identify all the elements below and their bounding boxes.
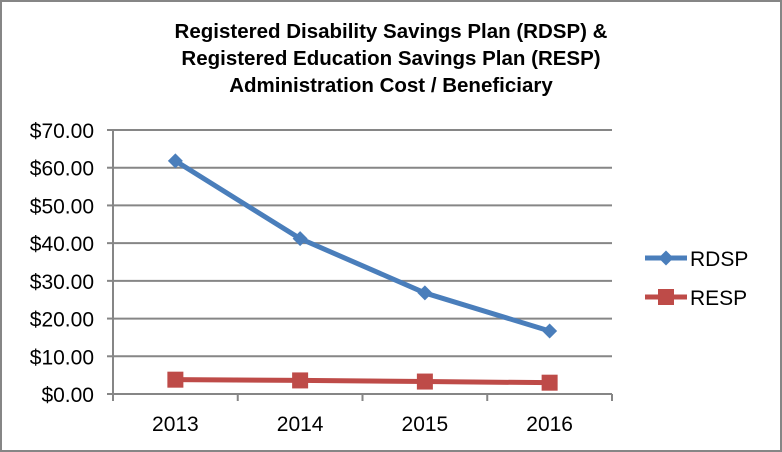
y-tick-label: $50.00 xyxy=(30,195,94,218)
y-tick-label: $40.00 xyxy=(30,233,94,256)
x-tick-label: 2014 xyxy=(277,413,324,436)
series-line-rdsp xyxy=(174,158,551,334)
data-point-resp xyxy=(541,374,558,391)
data-point-rdsp xyxy=(542,323,558,339)
y-tick-label: $60.00 xyxy=(30,158,94,181)
x-tick-label: 2016 xyxy=(526,413,573,436)
data-point-rdsp xyxy=(417,285,433,301)
y-axis-ticks: $0.00 $10.00 $20.00 $30.00 $40.00 $50.00 $60.0… xyxy=(30,120,113,407)
legend-swatch-marker xyxy=(658,289,674,305)
series-rdsp xyxy=(167,153,558,339)
x-tick-label: 2013 xyxy=(152,413,199,436)
y-tick-label: $70.00 xyxy=(30,120,94,143)
data-point-rdsp xyxy=(167,153,183,169)
data-point-resp xyxy=(292,372,309,389)
x-axis-ticks: 2013 2014 2015 2016 xyxy=(112,394,613,436)
data-point-rdsp xyxy=(292,231,308,247)
y-tick-label: $30.00 xyxy=(30,271,94,294)
data-point-resp xyxy=(416,373,433,390)
legend-label: RESP xyxy=(690,287,747,310)
series-resp xyxy=(167,371,558,391)
data-point-resp xyxy=(167,371,184,388)
y-tick-label: $20.00 xyxy=(30,309,94,332)
series-group xyxy=(167,153,558,391)
series-line-resp xyxy=(175,377,550,386)
y-tick-label: $0.00 xyxy=(41,384,94,407)
chart-title-line-1: Registered Disability Savings Plan (RDSP… xyxy=(174,20,608,43)
chart-title: Registered Disability Savings Plan (RDSP… xyxy=(0,18,782,99)
y-tick-label: $10.00 xyxy=(30,346,94,369)
x-tick-label: 2015 xyxy=(402,413,449,436)
legend-label: RDSP xyxy=(690,248,748,271)
legend-swatch-marker xyxy=(658,250,674,266)
chart-title-line-2: Registered Education Savings Plan (RESP) xyxy=(181,47,601,70)
legend-item-rdsp: RDSP xyxy=(645,248,748,271)
legend-item-resp: RESP xyxy=(645,287,747,310)
gridlines xyxy=(113,129,612,358)
legend: RDSP RESP xyxy=(645,248,748,310)
chart-title-line-3: Administration Cost / Beneficiary xyxy=(229,74,553,97)
